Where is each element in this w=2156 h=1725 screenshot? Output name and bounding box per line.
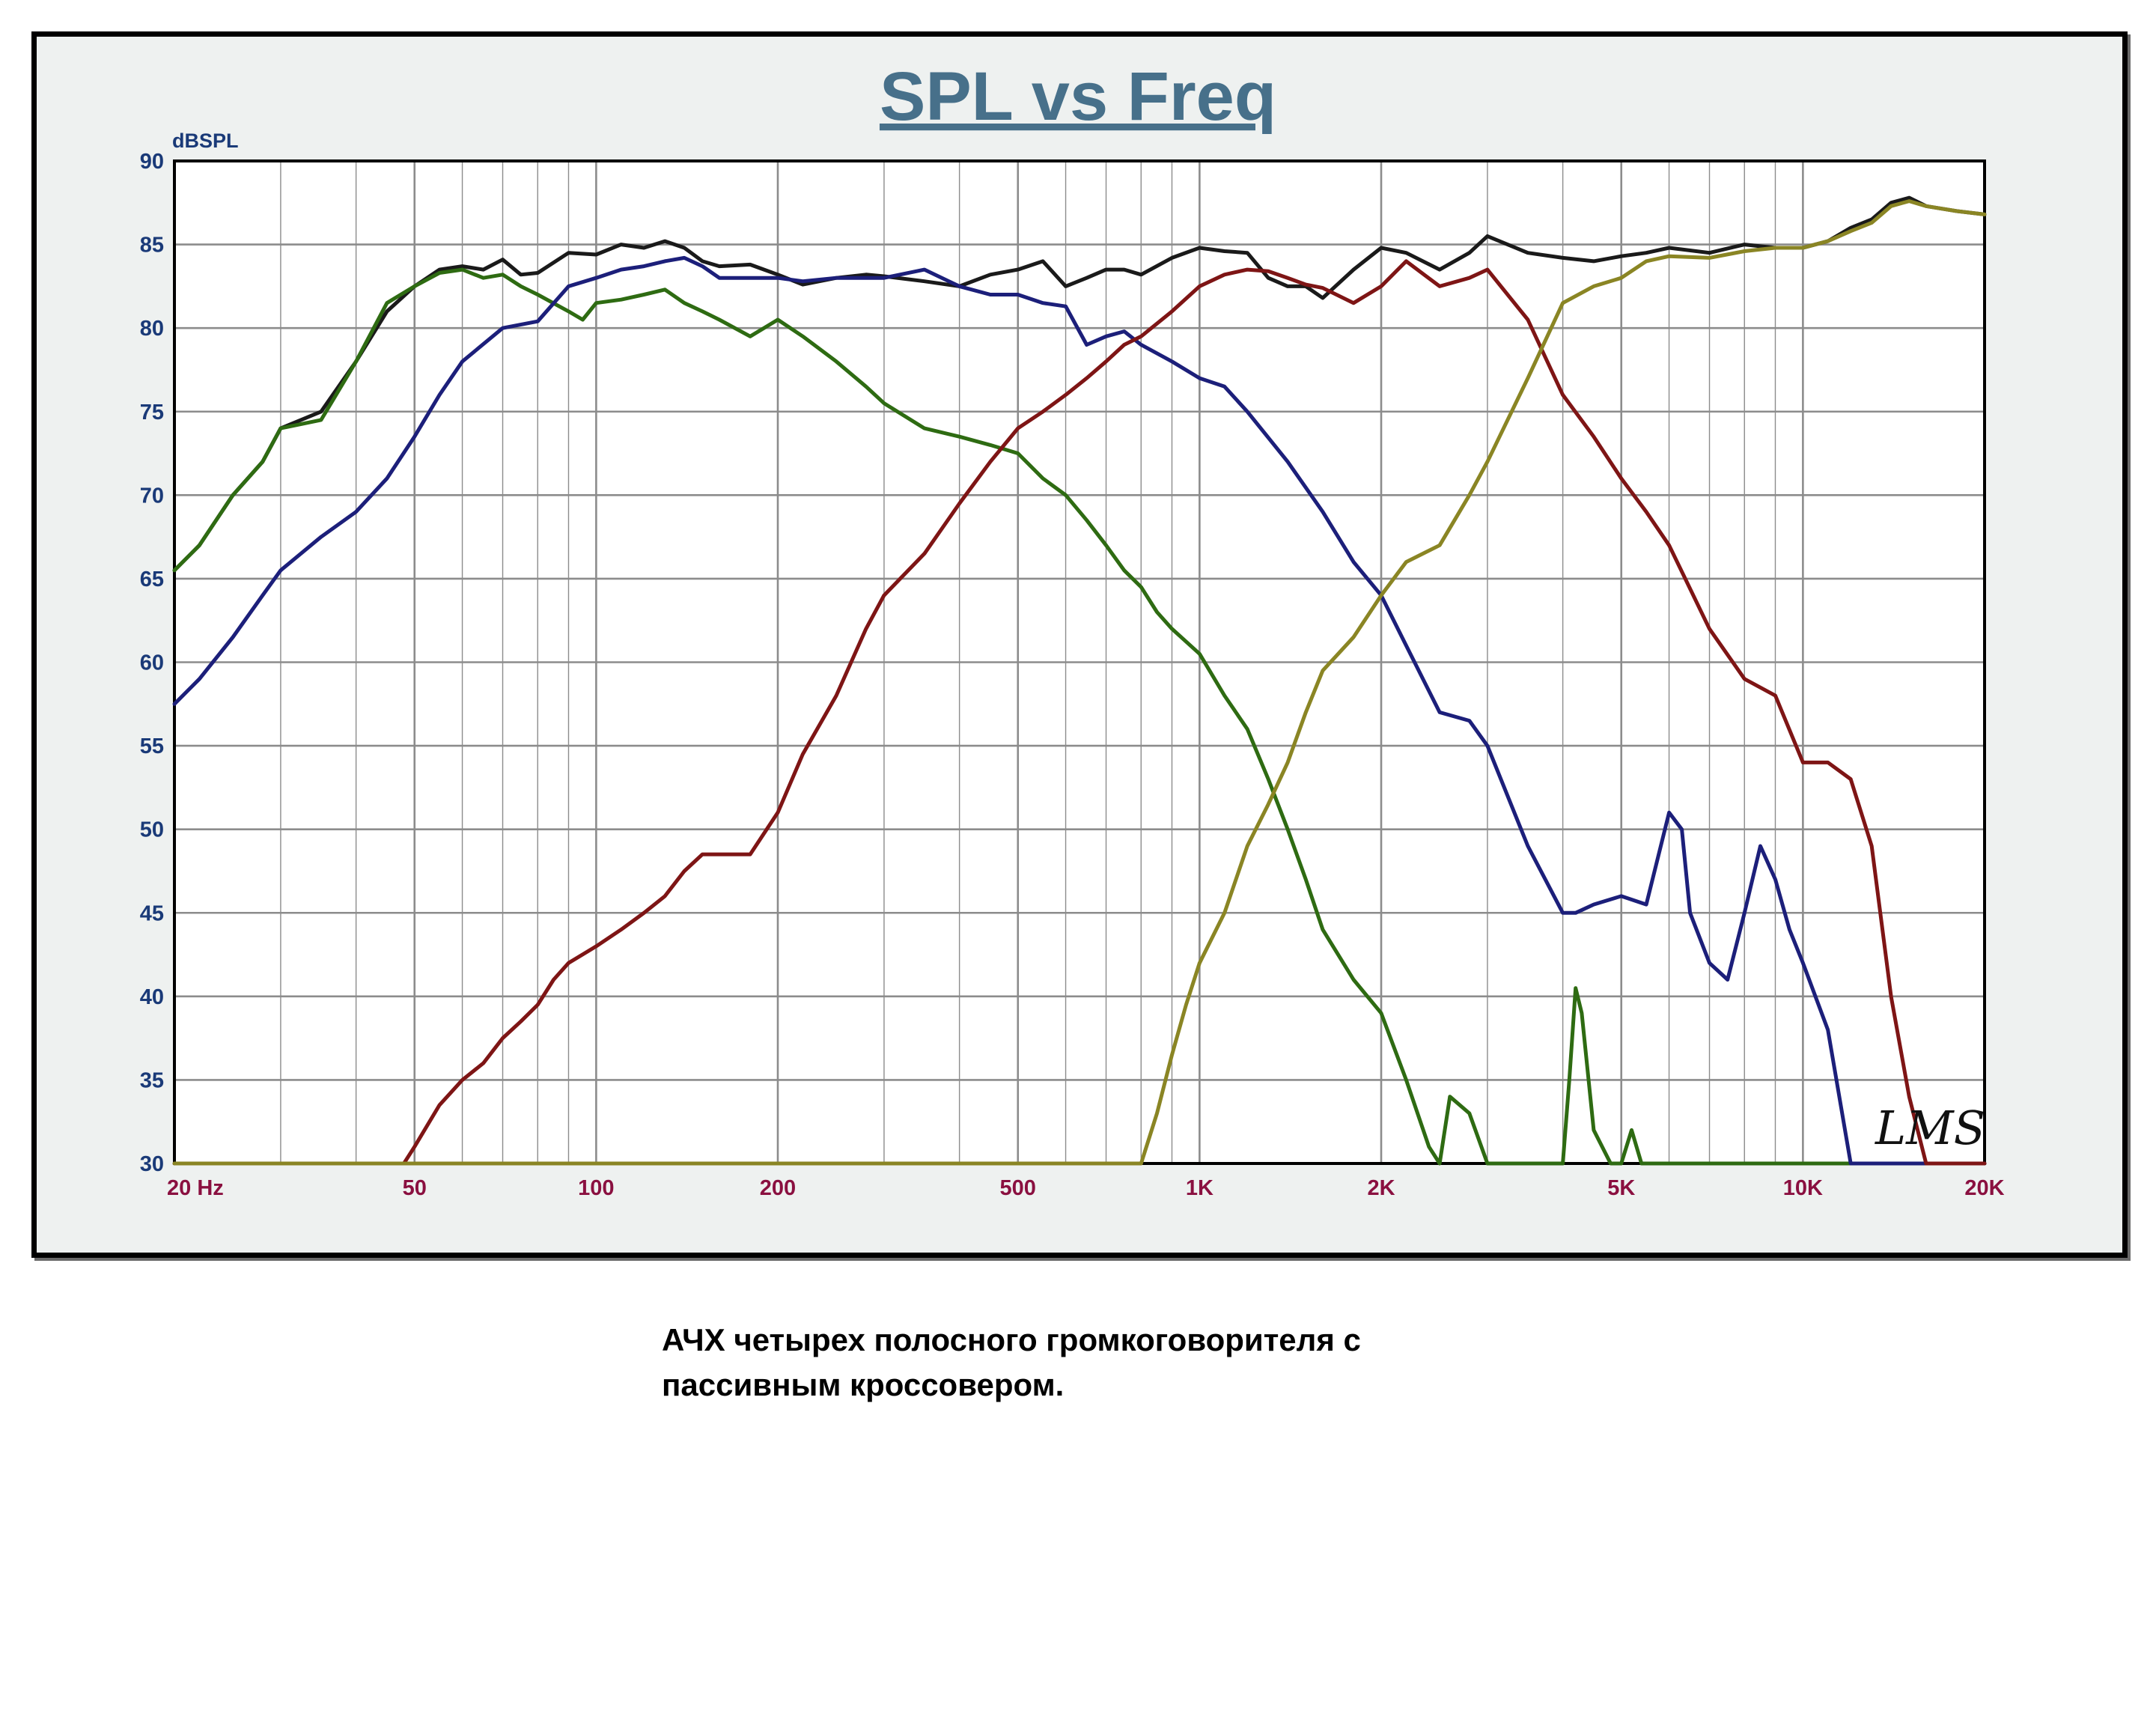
x-tick-label: 50 [403, 1176, 427, 1200]
x-tick-label: 20K [1964, 1176, 2004, 1200]
x-tick-label: 2K [1367, 1176, 1395, 1200]
y-tick-label: 55 [140, 734, 164, 758]
series-line-3 [172, 255, 1987, 1166]
x-tick-label: 5K [1607, 1176, 1635, 1200]
y-tick-label: 50 [140, 818, 164, 842]
series-line-5 [172, 199, 1987, 1166]
y-tick-label: 70 [140, 484, 164, 508]
chart-grid [174, 159, 1985, 1165]
caption-line-2: пассивным кроссовером. [662, 1367, 1065, 1402]
y-tick-label: 75 [140, 401, 164, 425]
series-line-4 [172, 259, 1987, 1166]
x-tick-label: 500 [1000, 1176, 1036, 1200]
x-tick-label: 1K [1186, 1176, 1213, 1200]
caption: АЧХ четырех полосного громкоговорителя с… [662, 1318, 1635, 1408]
chart-series [172, 195, 1987, 1166]
lms-watermark: LMS [1875, 1101, 1985, 1155]
y-tick-label: 85 [140, 234, 164, 258]
y-tick-label: 90 [140, 150, 164, 174]
y-tick-label: 65 [140, 568, 164, 591]
x-tick-label: 200 [760, 1176, 796, 1200]
y-tick-label: 45 [140, 901, 164, 925]
x-tick-label: 20 Hz [167, 1176, 224, 1200]
x-tick-label: 100 [578, 1176, 614, 1200]
series-line-2 [172, 267, 1987, 1166]
y-tick-label: 60 [140, 651, 164, 675]
spl-frequency-chart: 90 85 80 75 70 65 60 55 50 45 40 35 30 20 Hz 50 100 200… [140, 58, 2005, 1200]
y-tick-label: 30 [140, 1152, 164, 1176]
caption-line-1: АЧХ четырех полосного громкоговорителя с [662, 1322, 1361, 1357]
x-tick-label: 10K [1783, 1176, 1823, 1200]
y-axis-label: dBSPL [172, 130, 239, 152]
y-axis: 90 85 80 75 70 65 60 55 50 45 40 35 30 [140, 150, 164, 1176]
y-tick-label: 40 [140, 985, 164, 1009]
chart-title: SPL vs Freq [880, 58, 1276, 135]
x-axis: 20 Hz 50 100 200 500 1K 2K 5K 10K 20K [167, 1176, 2005, 1200]
series-line-1 [172, 195, 1987, 573]
y-tick-label: 35 [140, 1068, 164, 1092]
y-tick-label: 80 [140, 317, 164, 341]
